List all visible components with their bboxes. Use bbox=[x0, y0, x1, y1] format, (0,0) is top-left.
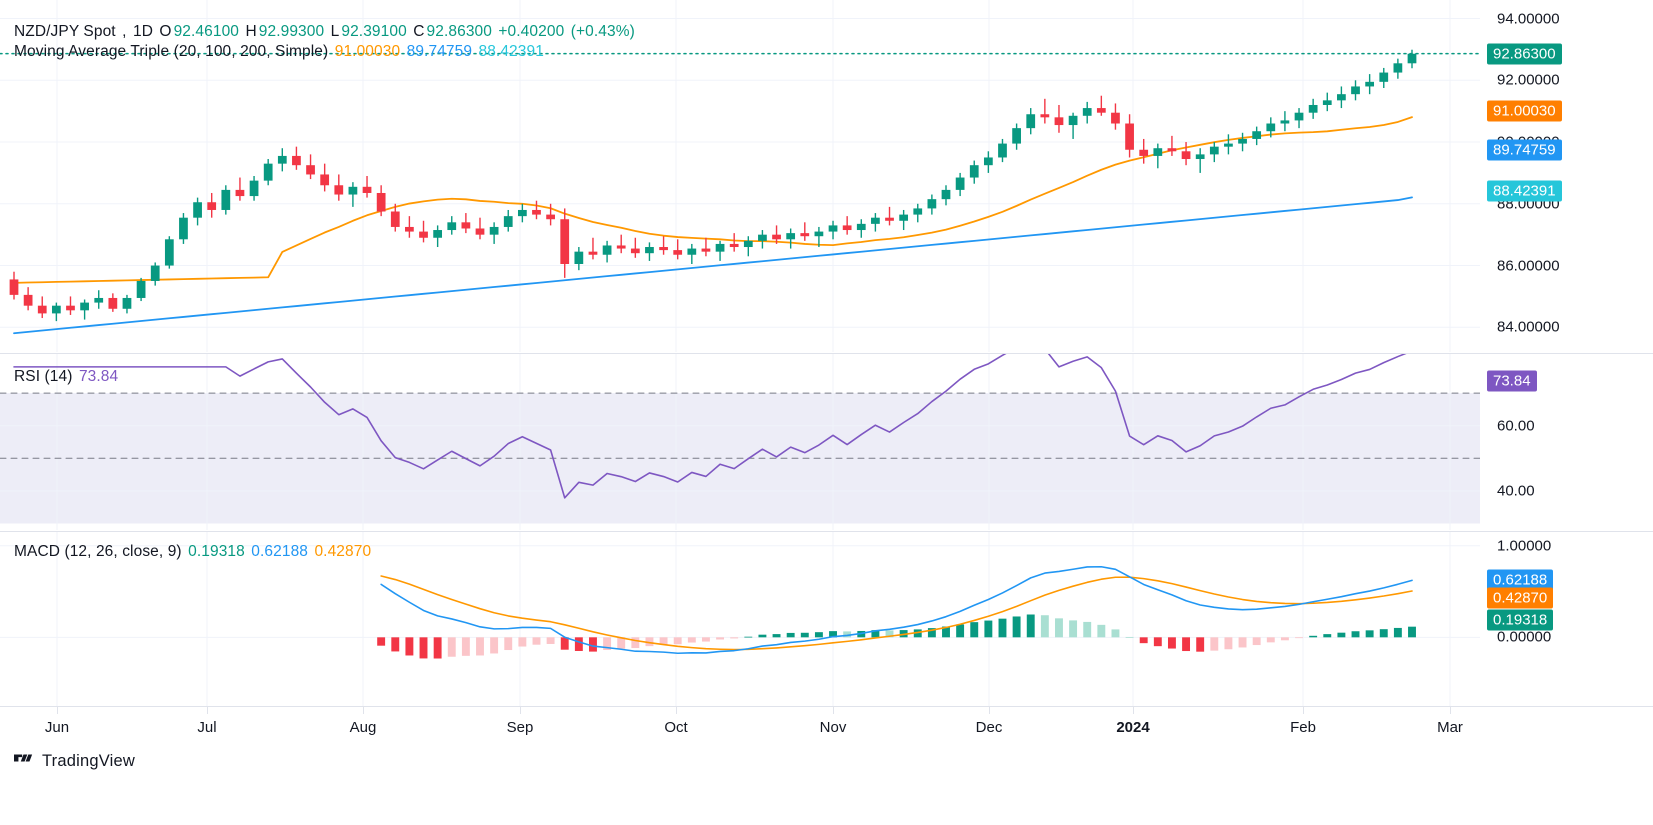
time-axis-label: Sep bbox=[506, 719, 534, 736]
plot-canvas bbox=[0, 532, 1480, 706]
price-axis[interactable]: 94.0000092.0000090.0000088.0000086.00000… bbox=[1480, 0, 1653, 352]
time-axis-tick bbox=[833, 707, 834, 714]
time-axis-label: Nov bbox=[819, 719, 847, 736]
price-axis-tick: 94.00000 bbox=[1497, 10, 1560, 28]
time-axis-tick bbox=[57, 707, 58, 714]
rsi-axis-badge[interactable]: 73.84 bbox=[1487, 370, 1537, 392]
rsi-value: 73.84 bbox=[78, 368, 119, 385]
time-axis-label: Oct bbox=[664, 719, 688, 736]
rsi-axis-tick: 60.00 bbox=[1497, 417, 1535, 435]
time-axis-tick bbox=[676, 707, 677, 714]
ma20-value: 91.00030 bbox=[334, 43, 401, 60]
tradingview-branding: TradingView bbox=[14, 752, 135, 771]
ma-title[interactable]: Moving Average Triple (20, 100, 200, Sim… bbox=[14, 43, 329, 60]
symbol-interval[interactable]: 1D bbox=[132, 23, 153, 40]
price-axis-badge[interactable]: 89.74759 bbox=[1487, 139, 1562, 161]
tradingview-label: TradingView bbox=[42, 752, 135, 770]
macd-axis-badge[interactable]: 0.19318 bbox=[1487, 609, 1554, 631]
price-axis-badge[interactable]: 91.00030 bbox=[1487, 100, 1562, 122]
rsi-pane[interactable]: 60.00 40.00 73.84 bbox=[0, 353, 1653, 530]
time-axis-label: Jun bbox=[44, 719, 70, 736]
rsi-title[interactable]: RSI (14) bbox=[14, 368, 73, 385]
time-axis-tick bbox=[1450, 707, 1451, 714]
close-label: C bbox=[413, 23, 425, 40]
high-label: H bbox=[245, 23, 257, 40]
plot-canvas bbox=[0, 0, 1480, 352]
price-axis-tick: 86.00000 bbox=[1497, 257, 1560, 275]
macd-plot[interactable] bbox=[0, 532, 1480, 706]
price-axis-badge[interactable]: 88.42391 bbox=[1487, 180, 1562, 202]
change-value: +0.40200 bbox=[498, 23, 565, 40]
high-value: 92.99300 bbox=[258, 23, 325, 40]
price-axis-badge[interactable]: 92.86300 bbox=[1487, 43, 1562, 65]
open-label: O bbox=[159, 23, 172, 40]
plot-canvas bbox=[0, 354, 1480, 530]
macd-axis-badge[interactable]: 0.62188 bbox=[1487, 569, 1554, 591]
time-axis-tick bbox=[207, 707, 208, 714]
macd-axis-badge[interactable]: 0.42870 bbox=[1487, 587, 1554, 609]
rsi-axis-tick: 40.00 bbox=[1497, 482, 1535, 500]
change-percent: (+0.43%) bbox=[570, 23, 635, 40]
open-value: 92.46100 bbox=[173, 23, 240, 40]
time-axis-label: Mar bbox=[1437, 719, 1463, 736]
ma100-value: 89.74759 bbox=[406, 43, 473, 60]
price-plot[interactable] bbox=[0, 0, 1480, 352]
time-axis-tick bbox=[1303, 707, 1304, 714]
macd-legend: MACD (12, 26, close, 9) 0.19318 0.62188 … bbox=[14, 543, 373, 561]
time-axis-label: 2024 bbox=[1116, 719, 1150, 736]
price-axis-tick: 92.00000 bbox=[1497, 71, 1560, 89]
price-axis-tick: 84.00000 bbox=[1497, 318, 1560, 336]
rsi-legend: RSI (14) 73.84 bbox=[14, 368, 120, 386]
time-axis-tick bbox=[989, 707, 990, 714]
time-axis-label: Dec bbox=[975, 719, 1003, 736]
time-axis-tick bbox=[1133, 707, 1134, 714]
low-label: L bbox=[330, 23, 340, 40]
macd-title[interactable]: MACD (12, 26, close, 9) bbox=[14, 543, 182, 560]
close-value: 92.86300 bbox=[426, 23, 492, 40]
symbol-name[interactable]: NZD/JPY Spot bbox=[14, 23, 116, 40]
rsi-plot[interactable] bbox=[0, 354, 1480, 530]
moving-average-legend: Moving Average Triple (20, 100, 200, Sim… bbox=[14, 43, 546, 61]
time-axis-label: Jul bbox=[197, 719, 217, 736]
time-axis-label: Feb bbox=[1290, 719, 1316, 736]
time-axis-tick bbox=[363, 707, 364, 714]
price-pane[interactable]: 94.0000092.0000090.0000088.0000086.00000… bbox=[0, 0, 1653, 352]
macd-pane[interactable]: 1.00000 0.00000 0.62188 0.42870 0.19318 bbox=[0, 531, 1653, 706]
macd-hist-value: 0.19318 bbox=[188, 543, 245, 560]
ma200-value: 88.42391 bbox=[478, 43, 544, 60]
macd-axis-tick: 0.00000 bbox=[1497, 628, 1552, 646]
macd-line-value: 0.62188 bbox=[251, 543, 309, 560]
low-value: 92.39100 bbox=[341, 23, 407, 40]
time-axis-tick bbox=[520, 707, 521, 714]
time-axis-label: Aug bbox=[349, 719, 377, 736]
macd-signal-value: 0.42870 bbox=[314, 543, 372, 560]
macd-axis-tick: 1.00000 bbox=[1497, 537, 1552, 555]
macd-axis[interactable]: 1.00000 0.00000 0.62188 0.42870 0.19318 bbox=[1480, 532, 1653, 706]
time-axis[interactable]: Jun Jul Aug Sep Oct Nov Dec 2024 Feb Mar bbox=[0, 706, 1653, 746]
rsi-axis[interactable]: 60.00 40.00 73.84 bbox=[1480, 354, 1653, 530]
tradingview-logo-icon bbox=[14, 754, 33, 762]
